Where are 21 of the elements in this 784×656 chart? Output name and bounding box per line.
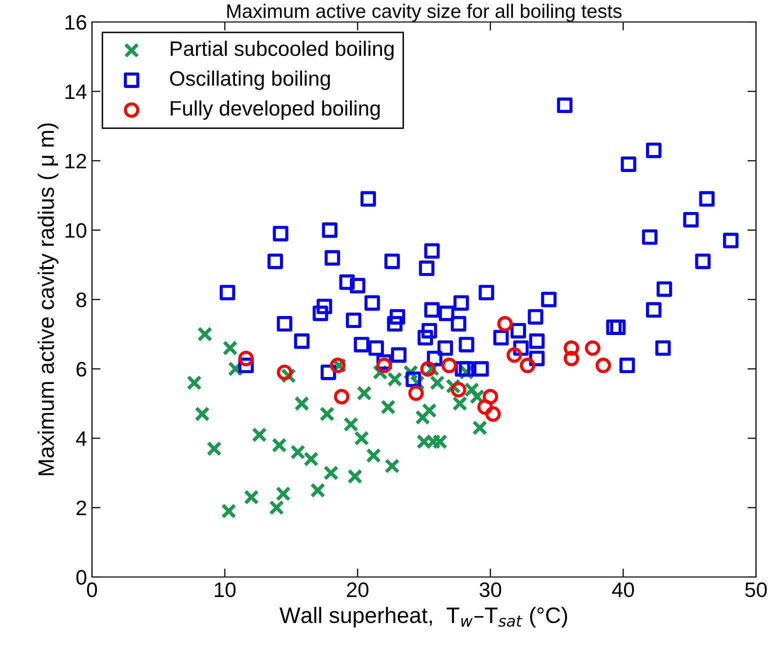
y-tick-label: 2 bbox=[76, 500, 86, 516]
x-tick-label: 20 bbox=[347, 582, 368, 598]
y-tick-label: 0 bbox=[76, 570, 86, 585]
legend-label: Partial subcooled boiling bbox=[170, 40, 394, 60]
y-tick-label: 4 bbox=[76, 431, 87, 446]
legend-label: Fully developed boiling bbox=[170, 100, 380, 120]
y-tick-label: 16 bbox=[66, 15, 86, 30]
y-axis-title: Maximum active cavity radius ( μ m) bbox=[38, 123, 58, 476]
y-tick-label: 12 bbox=[66, 154, 86, 168]
legend-label: Oscillating boiling bbox=[170, 70, 330, 90]
y-tick-label: 6 bbox=[76, 362, 86, 377]
x-tick-label: 30 bbox=[480, 582, 502, 598]
y-tick-label: 8 bbox=[76, 292, 86, 308]
x-tick-label: 50 bbox=[745, 582, 767, 598]
x-tick-label: 0 bbox=[87, 582, 97, 598]
x-tick-label: 10 bbox=[214, 582, 236, 598]
y-tick-label: 14 bbox=[66, 84, 87, 99]
x-tick-label: 40 bbox=[612, 582, 634, 598]
chart-title: Maximum active cavity size for all boiling tests bbox=[227, 4, 622, 22]
y-tick-label: 10 bbox=[66, 223, 86, 238]
x-axis-title: Wall superheat, T$_{w}$–T$_{sat}$ (°C) bbox=[280, 606, 568, 628]
